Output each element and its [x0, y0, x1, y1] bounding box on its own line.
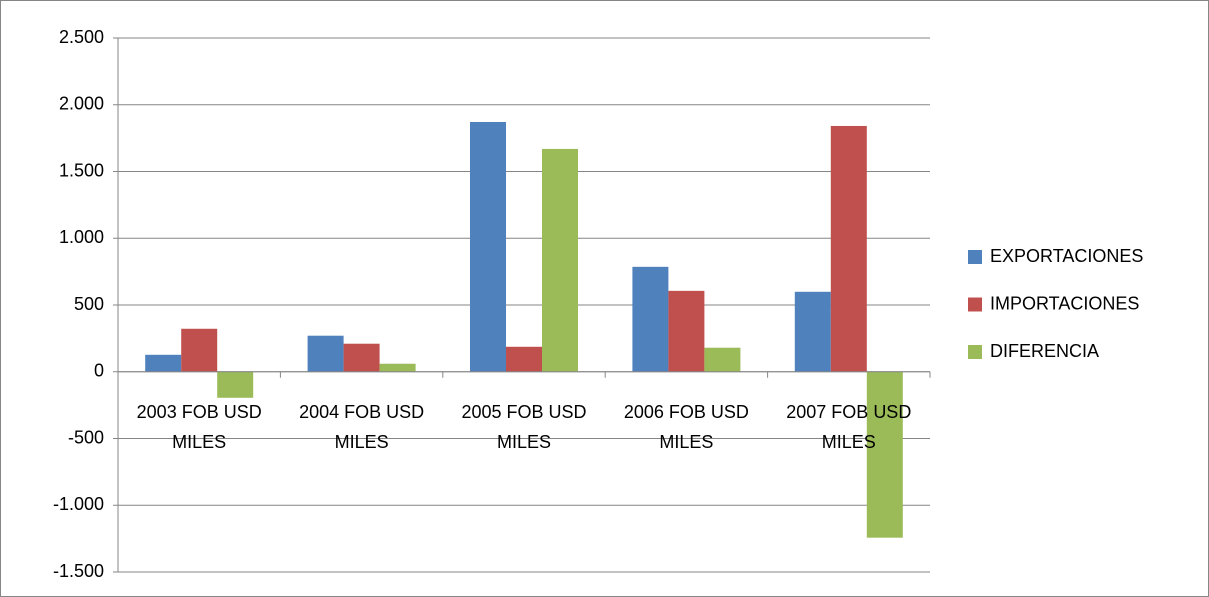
legend-swatch	[968, 297, 982, 312]
bar	[830, 125, 867, 372]
y-tick-label: 2.000	[59, 94, 104, 114]
bar	[379, 363, 416, 372]
y-tick-label: -1.000	[53, 494, 104, 514]
bar	[181, 328, 218, 372]
y-tick-label: 500	[74, 294, 104, 314]
bar	[866, 371, 903, 538]
bar	[632, 266, 669, 372]
y-tick-label: 1.500	[59, 160, 104, 180]
x-tick-label: 2004 FOB USD MILES	[299, 401, 425, 452]
bar	[470, 121, 506, 372]
bar	[704, 347, 741, 372]
y-tick-label: 2.500	[59, 27, 104, 47]
x-tick-label: 2007 FOB USD MILES	[786, 401, 912, 452]
legend-label: DIFERENCIA	[990, 341, 1099, 361]
legend-label: EXPORTACIONES	[990, 246, 1143, 266]
bar	[506, 346, 542, 372]
bar	[542, 148, 578, 372]
bar	[307, 335, 344, 372]
y-tick-label: 0	[94, 361, 104, 381]
x-tick-label: 2006 FOB USD MILES	[623, 401, 749, 452]
y-tick-label: 1.000	[59, 227, 104, 247]
bar	[343, 343, 380, 372]
x-tick-label: 2003 FOB USD MILES	[136, 401, 262, 452]
bar	[794, 291, 831, 372]
bar	[145, 354, 182, 372]
bar	[668, 290, 705, 372]
bar	[217, 371, 254, 398]
legend-swatch	[968, 345, 982, 359]
y-tick-label: -1.500	[53, 561, 104, 581]
legend-label: IMPORTACIONES	[990, 293, 1139, 313]
x-tick-label: 2005 FOB USD MILES	[461, 401, 587, 452]
legend-swatch	[968, 250, 982, 264]
y-tick-label: -500	[68, 427, 104, 447]
